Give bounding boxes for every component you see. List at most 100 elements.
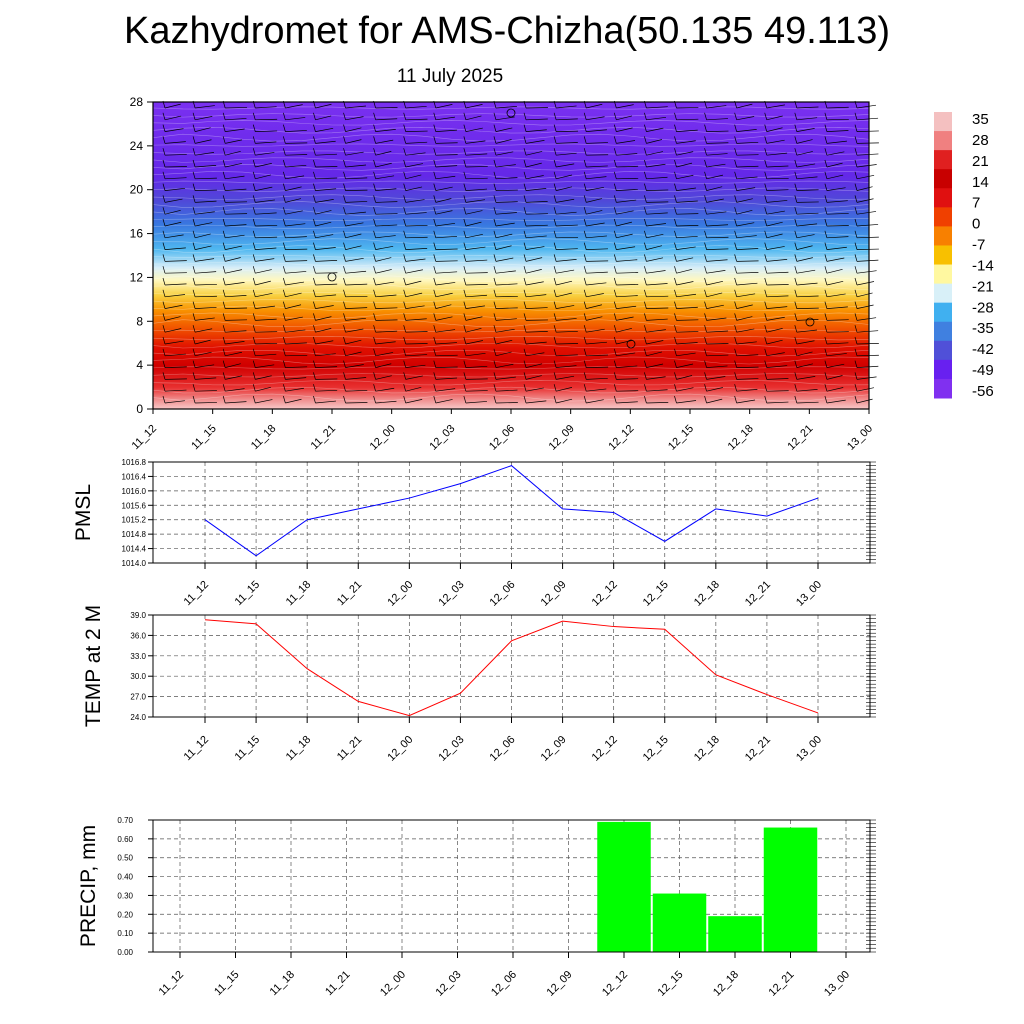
- x-tick-label: 12_12: [600, 969, 630, 999]
- y-tick-label: 0.60: [117, 835, 133, 844]
- wind-barb-flag: [373, 266, 376, 274]
- wind-barb-flag: [824, 112, 828, 120]
- wind-barb-flag: [824, 301, 828, 309]
- wind-barb: [345, 270, 367, 274]
- contour-line: [152, 180, 870, 184]
- x-tick-label: 11_18: [284, 579, 314, 609]
- wind-barb-flag: [764, 325, 768, 333]
- wind-barb-flag: [403, 207, 407, 215]
- wind-barb: [586, 103, 603, 109]
- wind-barb: [495, 328, 515, 333]
- wind-barb: [796, 389, 818, 392]
- wind-barb: [856, 164, 877, 168]
- wind-barb-flag: [613, 360, 617, 368]
- wind-barb-flag: [613, 183, 617, 191]
- wind-barb: [826, 375, 843, 380]
- wind-barb: [525, 162, 542, 168]
- colorbar-box: [934, 131, 952, 151]
- wind-barb-flag: [553, 372, 557, 380]
- wind-barb-flag: [644, 266, 647, 274]
- wind-barb-flag: [463, 289, 467, 297]
- colorbar-box: [934, 321, 952, 342]
- wind-barb: [195, 364, 215, 368]
- wind-barb-flag: [794, 124, 798, 132]
- wind-barb: [225, 282, 245, 286]
- colorbar-label: -56: [972, 383, 994, 400]
- wind-barb-flag: [162, 277, 166, 286]
- wind-barb-flag: [493, 218, 497, 227]
- wind-barb-flag: [583, 124, 587, 132]
- wind-barb: [586, 198, 603, 203]
- wind-barb-flag: [222, 384, 226, 392]
- wind-barb-flag: [704, 171, 707, 179]
- wind-barb-flag: [433, 230, 437, 238]
- wind-barb: [315, 234, 334, 239]
- wind-barb-flag: [162, 207, 166, 215]
- wind-barb-flag: [493, 230, 497, 238]
- wind-barb-flag: [433, 124, 437, 132]
- wind-barb-flag: [403, 336, 407, 345]
- wind-barb: [435, 260, 458, 262]
- contour-line: [152, 245, 870, 253]
- wind-barb: [646, 351, 663, 357]
- x-tick-label: 12_09: [539, 579, 569, 609]
- wind-barb-flag: [764, 266, 768, 274]
- wind-barb: [435, 165, 458, 168]
- contour-line: [152, 133, 870, 142]
- wind-barb: [164, 234, 184, 239]
- wind-barb-flag: [343, 325, 346, 333]
- wind-barb-flag: [313, 384, 316, 392]
- wind-barb-flag: [313, 136, 316, 144]
- wind-barb-flag: [463, 136, 467, 144]
- wind-barb-flag: [854, 384, 858, 392]
- wind-barb-flag: [433, 266, 437, 274]
- wind-barb: [195, 116, 213, 121]
- wind-barb-flag: [854, 159, 858, 168]
- wind-barb: [706, 142, 729, 144]
- wind-barb: [676, 246, 696, 250]
- wind-barb-flag: [613, 348, 617, 356]
- wind-barb: [315, 140, 336, 144]
- wind-barb-flag: [403, 112, 407, 120]
- wind-barb-flag: [222, 124, 226, 132]
- wind-barb: [225, 319, 248, 321]
- wind-barb-flag: [252, 372, 256, 380]
- contour-line: [152, 282, 870, 291]
- colorbar-label: -7: [972, 237, 985, 254]
- wind-barb-flag: [283, 325, 286, 333]
- wind-barb: [676, 151, 694, 156]
- wind-barb: [405, 318, 427, 321]
- wind-barb: [435, 248, 458, 250]
- wind-barb-flag: [854, 360, 858, 368]
- wind-barb-flag: [764, 230, 768, 238]
- wind-barb: [405, 258, 426, 262]
- wind-barb: [736, 165, 759, 168]
- y-tick-label: 1014.4: [122, 545, 147, 554]
- wind-barb-flag: [343, 183, 346, 191]
- wind-barb: [164, 154, 187, 156]
- wind-barb-flag: [222, 218, 226, 227]
- wind-barb-flag: [463, 360, 467, 368]
- wind-barb: [526, 200, 548, 203]
- wind-barb: [856, 236, 879, 239]
- wind-barb: [736, 210, 753, 215]
- wind-barb-flag: [523, 395, 527, 404]
- wind-barb: [736, 293, 756, 298]
- wind-barb-flag: [764, 124, 768, 132]
- x-tick-label: 13_00: [794, 734, 824, 764]
- wind-barb: [556, 330, 578, 333]
- wind-barb-flag: [403, 195, 407, 203]
- wind-barb-flag: [192, 313, 196, 321]
- wind-barb: [225, 224, 247, 227]
- wind-barb: [255, 152, 275, 156]
- wind-barb: [826, 174, 844, 180]
- wind-barb-flag: [222, 336, 226, 345]
- wind-barb-flag: [403, 124, 407, 132]
- wind-barb: [435, 304, 452, 309]
- wind-barb-flag: [764, 159, 768, 168]
- wind-barb-flag: [583, 372, 587, 380]
- colorbar-box: [934, 112, 952, 132]
- wind-barb-flag: [794, 183, 798, 191]
- wind-barb-flag: [734, 372, 737, 380]
- wind-barb-flag: [433, 195, 437, 203]
